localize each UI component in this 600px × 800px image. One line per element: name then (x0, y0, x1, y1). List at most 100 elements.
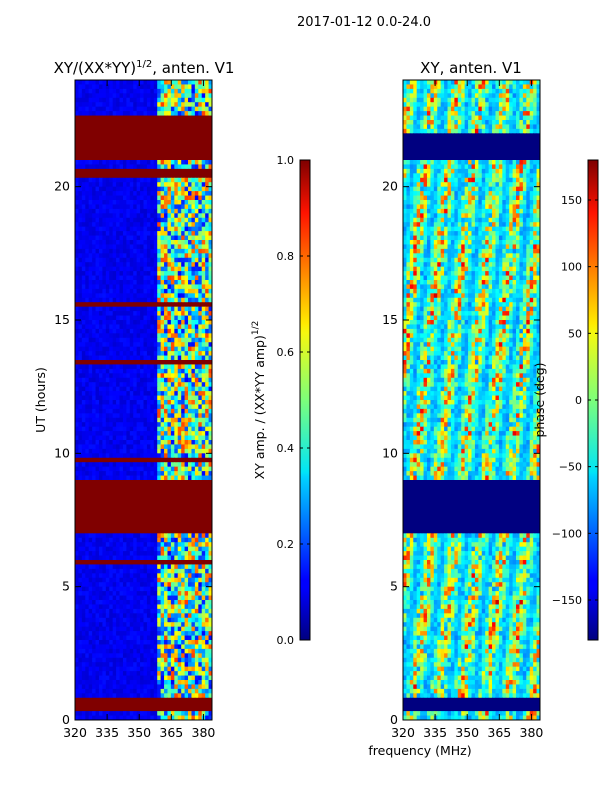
heatmap-cell (194, 137, 199, 143)
heatmap-cell (188, 346, 193, 352)
heatmap-cell (105, 97, 110, 103)
heatmap-cell (98, 395, 103, 401)
heatmap-cell (157, 591, 162, 597)
heatmap-cell (136, 555, 141, 561)
heatmap-cell (153, 537, 158, 543)
heatmap-cell (198, 151, 203, 157)
heatmap-cell (122, 382, 127, 388)
heatmap-cell (85, 302, 90, 308)
heatmap-cell (150, 360, 155, 366)
heatmap-cell (198, 195, 203, 201)
heatmap-cell (133, 533, 138, 539)
heatmap-cell (150, 208, 155, 214)
heatmap-cell (188, 480, 193, 486)
heatmap-cell (88, 551, 93, 557)
heatmap-cell (205, 511, 210, 517)
heatmap-cell (95, 488, 100, 494)
heatmap-cell (188, 395, 193, 401)
heatmap-cell (181, 546, 186, 552)
heatmap-cell (98, 186, 103, 192)
heatmap-cell (198, 422, 203, 428)
heatmap-cell (146, 342, 151, 348)
heatmap-cell (119, 106, 124, 112)
heatmap-cell (194, 146, 199, 152)
heatmap-cell (174, 493, 179, 499)
heatmap-cell (133, 471, 138, 477)
heatmap-cell (153, 608, 158, 614)
heatmap-cell (81, 177, 86, 183)
heatmap-cell (102, 515, 107, 521)
heatmap-cell (208, 360, 212, 366)
heatmap-cell (102, 120, 107, 126)
heatmap-cell (188, 600, 193, 606)
heatmap-cell (164, 257, 169, 263)
heatmap-cell (136, 528, 141, 534)
heatmap-cell (208, 168, 212, 174)
heatmap-cell (194, 475, 199, 481)
heatmap-cell (164, 533, 169, 539)
heatmap-cell (174, 448, 179, 454)
heatmap-cell (198, 302, 203, 308)
heatmap-cell (136, 191, 141, 197)
heatmap-cell (150, 257, 155, 263)
heatmap-cell (177, 231, 182, 237)
heatmap-cell (153, 613, 158, 619)
heatmap-cell (146, 97, 151, 103)
heatmap-cell (170, 604, 175, 610)
heatmap-cell (133, 257, 138, 263)
heatmap-cell (75, 457, 80, 463)
heatmap-cell (85, 586, 90, 592)
heatmap-cell (181, 631, 186, 637)
heatmap-cell (88, 360, 93, 366)
heatmap-cell (194, 351, 199, 357)
heatmap-cell (201, 306, 206, 312)
heatmap-cell (143, 195, 148, 201)
heatmap-cell (78, 244, 83, 250)
heatmap-cell (146, 373, 151, 379)
heatmap-cell (119, 248, 124, 254)
heatmap-cell (177, 133, 182, 139)
heatmap-cell (122, 515, 127, 521)
heatmap-cell (191, 422, 196, 428)
heatmap-cell (98, 222, 103, 228)
heatmap-cell (88, 520, 93, 526)
heatmap-cell (75, 395, 80, 401)
heatmap-cell (174, 520, 179, 526)
heatmap-cell (133, 555, 138, 561)
heatmap-cell (188, 186, 193, 192)
heatmap-cell (160, 351, 165, 357)
heatmap-cell (105, 182, 110, 188)
heatmap-cell (105, 315, 110, 321)
heatmap-cell (98, 137, 103, 143)
heatmap-cell (181, 560, 186, 566)
heatmap-cell (198, 613, 203, 619)
heatmap-cell (81, 542, 86, 548)
heatmap-cell (81, 93, 86, 99)
heatmap-cell (136, 235, 141, 241)
heatmap-cell (133, 115, 138, 121)
heatmap-cell (98, 306, 103, 312)
heatmap-cell (119, 386, 124, 392)
heatmap-cell (146, 435, 151, 441)
heatmap-cell (170, 466, 175, 472)
heatmap-cell (177, 280, 182, 286)
heatmap-cell (81, 204, 86, 210)
heatmap-cell (167, 422, 172, 428)
heatmap-cell (191, 328, 196, 334)
heatmap-cell (174, 488, 179, 494)
heatmap-cell (177, 546, 182, 552)
heatmap-cell (157, 600, 162, 606)
heatmap-cell (116, 617, 121, 623)
heatmap-cell (92, 302, 97, 308)
heatmap-cell (198, 342, 203, 348)
heatmap-cell (177, 168, 182, 174)
heatmap-cell (112, 342, 117, 348)
heatmap-cell (85, 604, 90, 610)
heatmap-cell (112, 200, 117, 206)
heatmap-cell (153, 302, 158, 308)
heatmap-cell (122, 591, 127, 597)
heatmap-cell (174, 404, 179, 410)
heatmap-cell (164, 493, 169, 499)
heatmap-cell (208, 400, 212, 406)
heatmap-cell (201, 355, 206, 361)
